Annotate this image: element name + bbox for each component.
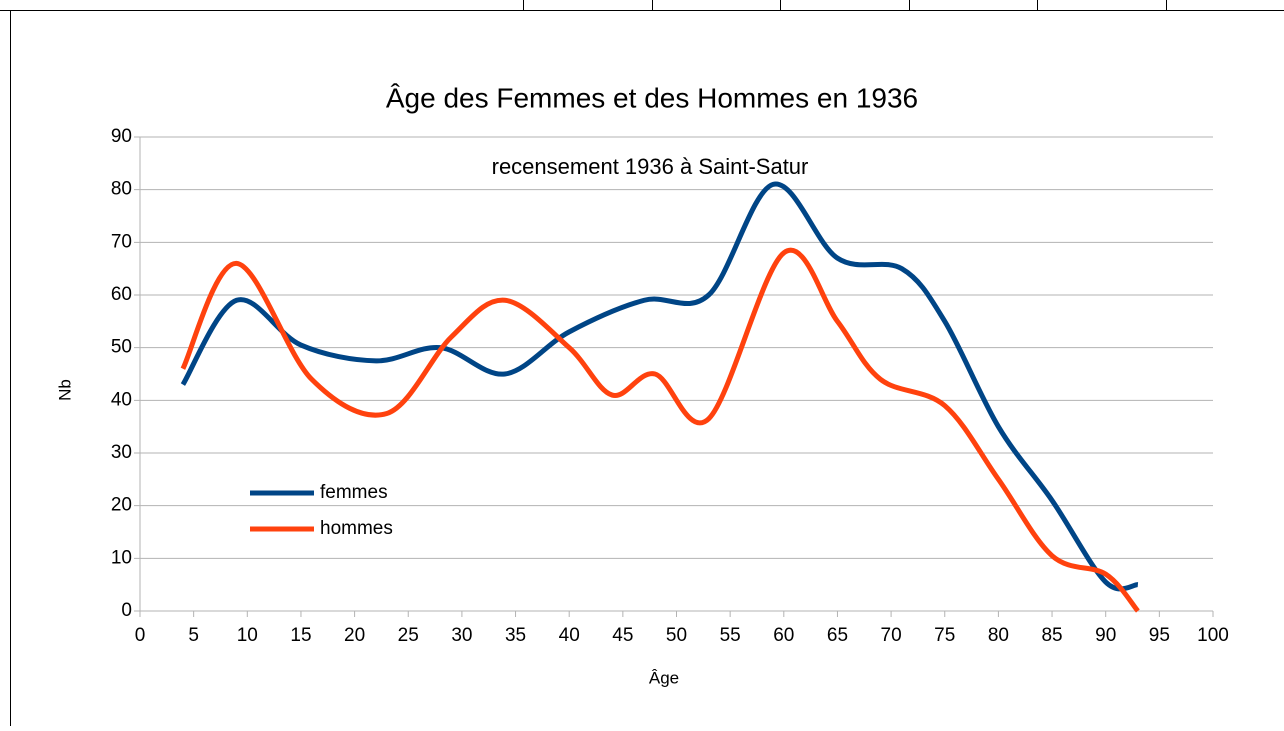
x-axis-label: Âge — [649, 668, 679, 687]
x-tick-label: 20 — [344, 625, 365, 646]
y-tick-label: 70 — [111, 231, 132, 252]
y-tick-label: 90 — [111, 126, 132, 147]
x-tick-label: 40 — [559, 625, 580, 646]
chart-title: Âge des Femmes et des Hommes en 1936 — [386, 82, 918, 113]
y-tick-label: 10 — [111, 547, 132, 568]
x-tick-label: 25 — [398, 625, 419, 646]
y-tick-label: 30 — [111, 442, 132, 463]
line — [180, 247, 1140, 613]
x-tick-label: 0 — [135, 625, 146, 646]
y-tick-label: 40 — [111, 389, 132, 410]
x-tick-label: 100 — [1197, 625, 1229, 646]
x-tick-label: 65 — [827, 625, 848, 646]
x-tick-label: 55 — [720, 625, 741, 646]
x-tick-label: 35 — [505, 625, 526, 646]
x-tick-label: 30 — [451, 625, 472, 646]
legend-label: femmes — [320, 482, 388, 503]
y-tick-label: 0 — [121, 600, 132, 621]
x-tick-label: 75 — [934, 625, 955, 646]
x-tick-label: 45 — [612, 625, 633, 646]
x-tick-label: 95 — [1149, 625, 1170, 646]
x-tick-label: 80 — [988, 625, 1009, 646]
x-tick-label: 50 — [666, 625, 687, 646]
x-tick-label: 5 — [188, 625, 199, 646]
x-tick-label: 70 — [881, 625, 902, 646]
x-tick-label: 10 — [237, 625, 258, 646]
y-axis-label: Nb — [55, 379, 74, 401]
y-tick-label: 50 — [111, 337, 132, 358]
x-tick-label: 60 — [773, 625, 794, 646]
chart-subtitle: recensement 1936 à Saint-Satur — [492, 154, 809, 179]
x-tick-label: 85 — [1041, 625, 1062, 646]
y-tick-label: 20 — [111, 495, 132, 516]
legend-label: hommes — [320, 518, 393, 539]
y-tick-label: 60 — [111, 284, 132, 305]
x-tick-label: 15 — [290, 625, 311, 646]
x-tick-label: 90 — [1095, 625, 1116, 646]
line — [180, 181, 1139, 592]
y-tick-label: 80 — [111, 179, 132, 200]
